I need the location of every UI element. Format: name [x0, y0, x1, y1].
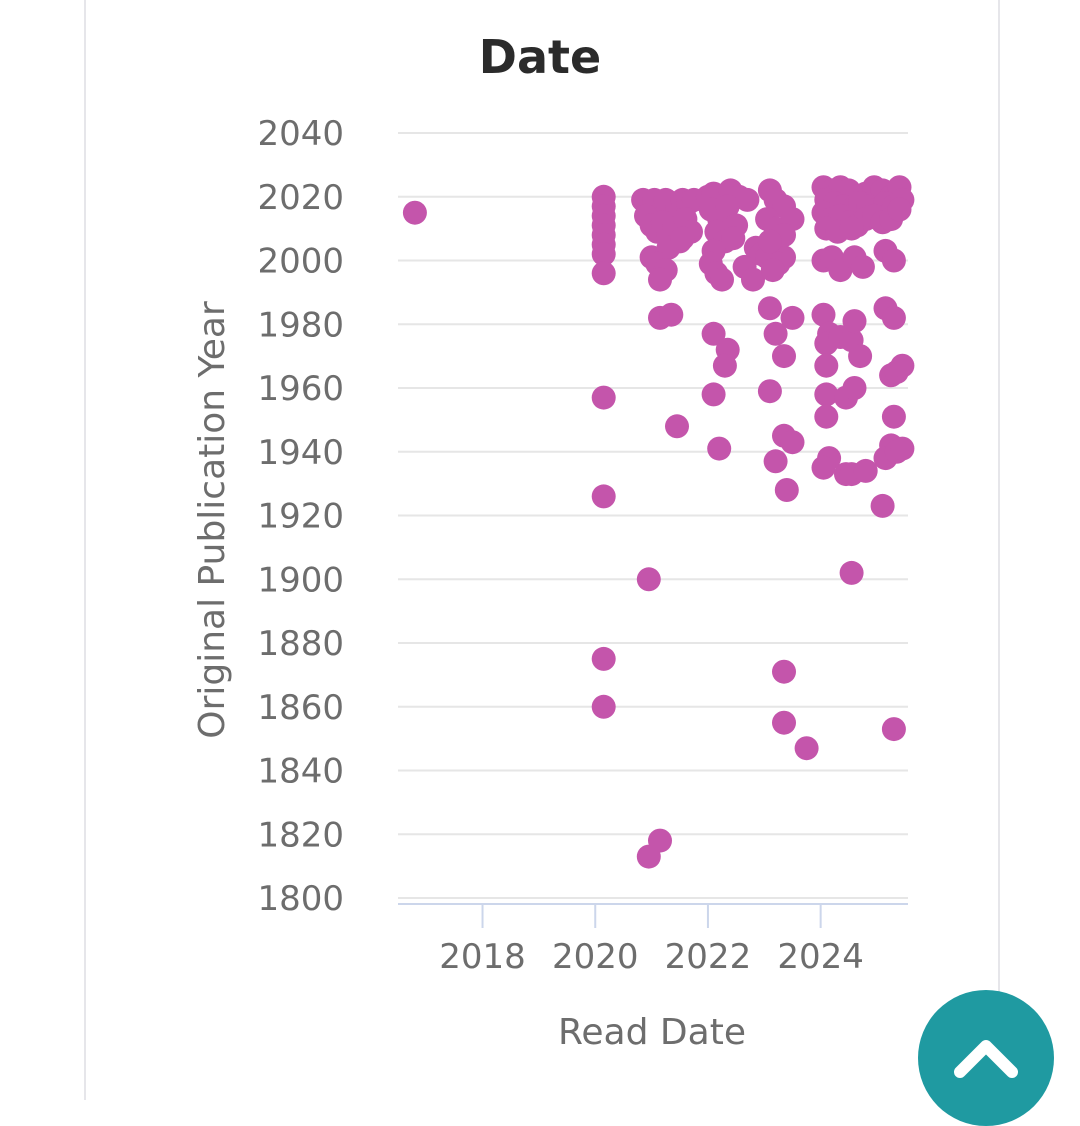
data-point[interactable]: [659, 302, 684, 327]
data-point[interactable]: [811, 302, 836, 327]
data-point[interactable]: [887, 197, 912, 222]
data-point[interactable]: [814, 404, 839, 429]
x-axis-label: Read Date: [558, 1012, 746, 1053]
data-point[interactable]: [772, 344, 796, 369]
data-point[interactable]: [715, 194, 740, 219]
y-tick-labels: 1800 1820 1840 1860 1880 1900 1920 1940 1960 1980…: [257, 114, 344, 919]
data-point[interactable]: [780, 430, 805, 455]
data-point[interactable]: [763, 449, 788, 474]
data-point[interactable]: [665, 414, 689, 439]
data-point[interactable]: [870, 493, 895, 518]
data-point[interactable]: [763, 321, 788, 346]
data-point[interactable]: [735, 187, 760, 212]
data-point[interactable]: [881, 404, 906, 429]
data-point[interactable]: [712, 353, 737, 378]
x-tick-label: 2022: [665, 937, 752, 977]
data-point[interactable]: [757, 379, 782, 404]
data-point[interactable]: [881, 248, 906, 273]
data-point[interactable]: [591, 385, 616, 410]
y-tick-label: 1880: [257, 624, 344, 664]
y-tick-label: 1860: [257, 688, 344, 728]
data-point[interactable]: [811, 455, 836, 480]
data-point[interactable]: [757, 296, 782, 321]
y-tick-label: 1840: [257, 752, 344, 792]
data-point[interactable]: [842, 309, 867, 334]
y-tick-label: 1820: [257, 815, 344, 855]
y-tick-label: 2040: [257, 114, 344, 154]
data-point[interactable]: [772, 659, 796, 684]
data-point[interactable]: [636, 844, 661, 869]
data-point[interactable]: [780, 305, 805, 330]
scatter-plot: 1800 1820 1840 1860 1880 1900 1920 1940 1960 1980…: [192, 114, 915, 1053]
data-point[interactable]: [853, 458, 878, 483]
x-tick-label: 2020: [552, 937, 639, 977]
data-point[interactable]: [772, 710, 796, 735]
data-point[interactable]: [881, 305, 906, 330]
data-point[interactable]: [760, 258, 785, 283]
data-point[interactable]: [701, 382, 726, 407]
data-point[interactable]: [648, 267, 672, 292]
data-point[interactable]: [757, 229, 782, 254]
data-point[interactable]: [741, 267, 765, 292]
data-point[interactable]: [842, 376, 867, 400]
data-point[interactable]: [890, 353, 915, 378]
data-point[interactable]: [814, 382, 839, 407]
data-point[interactable]: [721, 226, 746, 251]
data-point[interactable]: [774, 478, 799, 502]
data-point[interactable]: [670, 226, 695, 251]
x-tick-labels: 2018 2020 2022 2024: [439, 904, 864, 977]
y-axis-label: Original Publication Year: [192, 301, 233, 739]
data-point[interactable]: [814, 353, 839, 378]
data-point[interactable]: [591, 261, 616, 286]
data-point[interactable]: [839, 216, 864, 241]
data-point[interactable]: [848, 344, 873, 369]
y-tick-label: 2000: [257, 242, 344, 282]
data-point[interactable]: [881, 717, 906, 742]
data-point[interactable]: [701, 321, 726, 346]
y-tick-label: 1900: [257, 560, 344, 600]
data-point[interactable]: [591, 646, 616, 671]
y-tick-label: 2020: [257, 178, 344, 218]
data-point[interactable]: [402, 200, 427, 225]
y-tick-label: 1980: [257, 305, 344, 345]
data-point[interactable]: [591, 242, 616, 267]
y-tick-label: 1920: [257, 497, 344, 537]
y-tick-label: 1940: [257, 433, 344, 473]
x-tick-label: 2018: [439, 937, 526, 977]
data-point[interactable]: [707, 436, 732, 461]
data-point[interactable]: [591, 694, 616, 719]
y-tick-label: 1960: [257, 369, 344, 409]
x-tick-label: 2024: [777, 937, 864, 977]
data-point[interactable]: [794, 736, 819, 761]
data-points: [402, 175, 915, 869]
data-point[interactable]: [850, 254, 875, 279]
y-tick-label: 1800: [257, 879, 344, 919]
data-point[interactable]: [636, 567, 661, 592]
chart-title: Date: [478, 30, 602, 84]
data-point[interactable]: [591, 484, 616, 509]
data-point[interactable]: [839, 560, 864, 585]
chevron-up-icon: [954, 1040, 1018, 1078]
data-point[interactable]: [710, 267, 734, 292]
scroll-to-top-button[interactable]: [918, 990, 1054, 1126]
data-point[interactable]: [890, 436, 915, 461]
